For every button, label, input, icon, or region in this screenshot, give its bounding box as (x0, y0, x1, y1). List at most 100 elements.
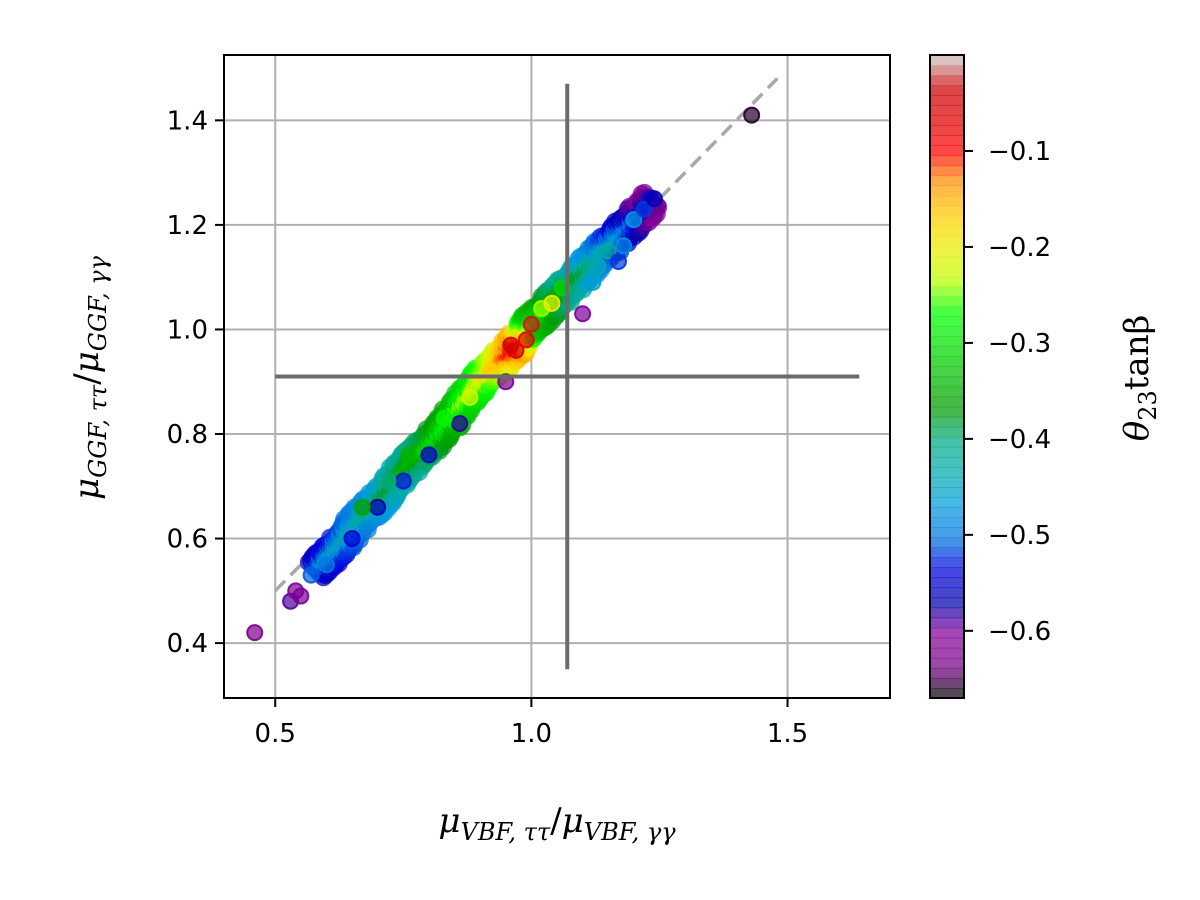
scatter-point (599, 242, 617, 260)
colorbar-segment (930, 627, 964, 639)
y-label-base: μ (67, 478, 107, 500)
scatter-point (394, 472, 412, 490)
scatter-point (635, 200, 653, 218)
x-label-sub: VBF, ττ (461, 818, 551, 846)
y-tick-label: 1.0 (167, 315, 208, 345)
x-label-sub2: VBF, γγ (584, 818, 676, 846)
colorbar-segment (930, 75, 964, 86)
colorbar-tick-label: −0.4 (988, 425, 1051, 455)
x-axis-label: μVBF, ττ/μVBF, γγ (438, 801, 676, 846)
colorbar-segment (930, 326, 964, 337)
y-tick-label: 0.4 (167, 629, 208, 659)
colorbar-segment (930, 517, 964, 528)
colorbar-segment (930, 276, 964, 287)
scatter-point (353, 498, 371, 516)
colorbar-segment (930, 346, 964, 358)
scatter-point (517, 331, 535, 349)
colorbar-segment (930, 336, 964, 347)
colorbar-segment (930, 185, 964, 197)
colorbar-segment (930, 195, 964, 207)
colorbar-segment (930, 476, 964, 488)
colorbar-segment (930, 155, 964, 167)
colorbar-tick-label: −0.2 (988, 233, 1051, 263)
y-tick-label: 0.6 (167, 525, 208, 555)
scatter-point (369, 498, 387, 516)
scatter-point (743, 106, 761, 124)
colorbar-label-sub: 23 (1134, 390, 1162, 421)
colorbar-segment (930, 557, 964, 568)
colorbar-tick-label: −0.6 (988, 617, 1051, 647)
colorbar-segment (930, 225, 964, 237)
colorbar-segment (930, 215, 964, 227)
scatter-point (645, 190, 663, 208)
scatter-point (574, 305, 592, 323)
colorbar-segment (930, 406, 964, 418)
scatter-point (399, 446, 417, 464)
colorbar-segment (930, 547, 964, 558)
scatter-point (584, 273, 602, 291)
crosshair-lines (275, 83, 860, 670)
colorbar-segment (930, 587, 964, 599)
colorbar-segment (930, 637, 964, 649)
scatter-point (317, 556, 335, 574)
colorbar-segment (930, 235, 964, 247)
colorbar-segment (930, 175, 964, 187)
y-label-base2: μ (67, 351, 107, 373)
x-tick-label: 1.5 (767, 719, 808, 749)
colorbar-segment (930, 265, 964, 277)
colorbar-segment (930, 306, 964, 317)
colorbar-segment (930, 617, 964, 629)
colorbar-segment (930, 436, 964, 448)
colorbar-segment (930, 376, 964, 388)
plot-frame (223, 54, 891, 699)
colorbar-segment (930, 426, 964, 438)
colorbar-segment (930, 446, 964, 458)
colorbar-segment (930, 657, 964, 669)
y-label-sep: / (67, 373, 107, 385)
scatter-points (246, 106, 761, 642)
colorbar-segment (930, 296, 964, 307)
colorbar-segment (930, 677, 964, 689)
colorbar-segment (930, 687, 964, 699)
scatter-point (543, 294, 561, 312)
colorbar-segment (930, 386, 964, 398)
colorbar-segment (930, 356, 964, 368)
colorbar-segment (930, 95, 964, 106)
colorbar-segment (930, 487, 964, 498)
colorbar-segment (930, 85, 964, 96)
colorbar-segment (930, 105, 964, 116)
scatter-point (420, 446, 438, 464)
colorbar-segment (930, 286, 964, 297)
colorbar-segment (930, 205, 964, 217)
colorbar-segment (930, 145, 964, 157)
colorbar-segment (930, 245, 964, 257)
scatter-point (246, 624, 264, 642)
colorbar-segment (930, 396, 964, 408)
y-axis-label: μGGF, ττ/μGGF, γγ (67, 255, 112, 500)
colorbar-segment (930, 115, 964, 126)
colorbar-segment (930, 366, 964, 378)
colorbar-segment (930, 497, 964, 508)
colorbar-segment (930, 135, 964, 147)
scatter-point (451, 415, 469, 433)
scatter-point (343, 530, 361, 548)
y-tick-label: 0.8 (167, 420, 208, 450)
x-tick-label: 1.0 (511, 719, 552, 749)
colorbar-segment (930, 567, 964, 579)
colorbar-frame (929, 54, 965, 699)
scatter-point (302, 566, 320, 584)
scatter-point (625, 211, 643, 229)
colorbar-segment (930, 607, 964, 619)
colorbar-segment (930, 316, 964, 327)
colorbar-segment (930, 65, 964, 76)
x-tick-label: 0.5 (255, 719, 296, 749)
colorbar-segment (930, 416, 964, 428)
scatter-point (292, 587, 310, 605)
y-axis-ticks: 0.4 0.6 0.8 1.0 1.2 1.4 (167, 106, 224, 659)
scatter-point (379, 472, 397, 490)
scatter-point (507, 341, 525, 359)
scatter-point (461, 388, 479, 406)
colorbar-gradient (930, 55, 964, 699)
scatter-point (589, 258, 607, 276)
